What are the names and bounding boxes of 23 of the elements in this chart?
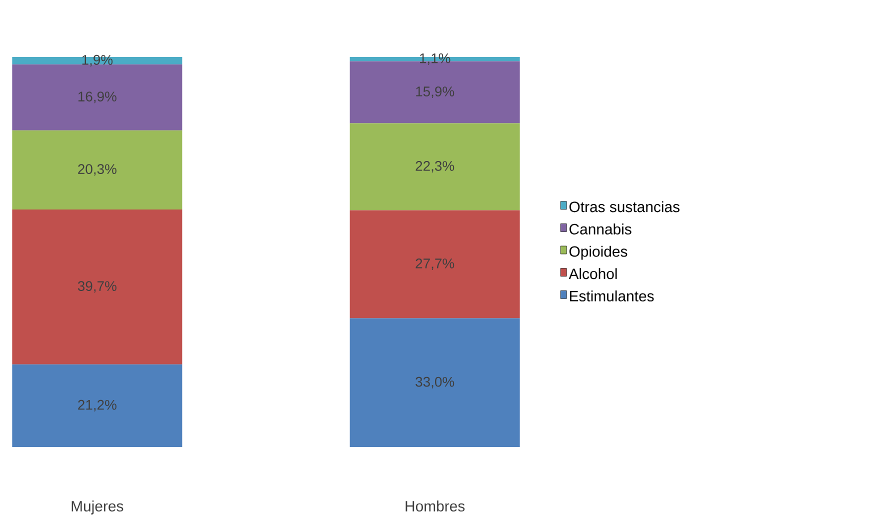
data-label: 27,7% <box>416 258 454 270</box>
bar <box>350 318 520 447</box>
legend-label: Otras sustancias <box>569 201 680 212</box>
bar <box>12 56 182 64</box>
data-label: 21,2% <box>78 400 116 412</box>
data-label: 1,9% <box>82 54 113 66</box>
data-label: 20,3% <box>78 164 116 176</box>
bar <box>12 364 182 447</box>
data-label: 15,9% <box>416 86 454 98</box>
legend-label: Cannabis <box>570 224 632 234</box>
data-label: 22,3% <box>416 161 454 173</box>
data-label: 39,7% <box>78 281 116 293</box>
x-tick-label: Hombres <box>406 500 465 512</box>
legend-label: Alcohol <box>568 268 617 280</box>
bar <box>12 130 182 210</box>
bar <box>12 209 182 364</box>
bar <box>350 123 520 210</box>
bar <box>350 210 520 318</box>
data-label: 16,9% <box>78 92 116 104</box>
data-label: 33,0% <box>416 376 454 388</box>
legend-label: Opioides <box>569 246 628 260</box>
legend-label: Estimulantes <box>570 290 654 302</box>
x-tick-label: Mujeres <box>72 500 124 514</box>
